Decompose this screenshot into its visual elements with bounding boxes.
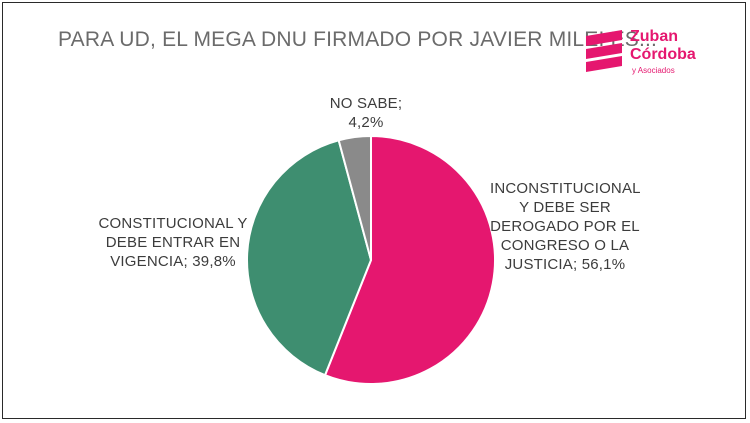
label-line: Y DEBE SER [519,199,611,216]
label-line: CONGRESO O LA [500,237,630,254]
label-line: DEROGADO POR EL [490,218,640,235]
logo-mark-icon [586,30,622,72]
zuban-cordoba-logo: Zuban Córdoba y Asociados [582,24,712,84]
label-line: JUSTICIA; 56,1% [504,256,626,273]
label-line: CONSTITUCIONAL Y [98,215,248,232]
slice-label-constitucional: CONSTITUCIONAL Y DEBE ENTRAR EN VIGENCIA… [98,214,248,271]
chart-title: PARA UD, EL MEGA DNU FIRMADO POR JAVIER … [58,28,658,51]
label-line: DEBE ENTRAR EN [105,234,241,251]
pie-slice-inconstitucional [323,134,496,385]
label-line: NO SABE; [329,95,403,112]
logo-name: Zuban Córdoba [630,28,696,64]
label-line: VIGENCIA; 39,8% [110,253,236,270]
label-line: 4,2% [348,114,384,131]
label-line: INCONSTITUCIONAL [490,180,641,197]
slice-label-no-sabe: NO SABE; 4,2% [318,94,414,132]
logo-name-line1: Zuban [630,28,678,45]
pie-slice-constitucional [246,139,373,377]
pie-slice-no-sabe [337,134,372,261]
logo-name-line2: Córdoba [630,46,696,63]
slice-label-inconstitucional: INCONSTITUCIONAL Y DEBE SER DEROGADO POR… [490,179,641,274]
logo-subtitle: y Asociados [632,66,675,75]
